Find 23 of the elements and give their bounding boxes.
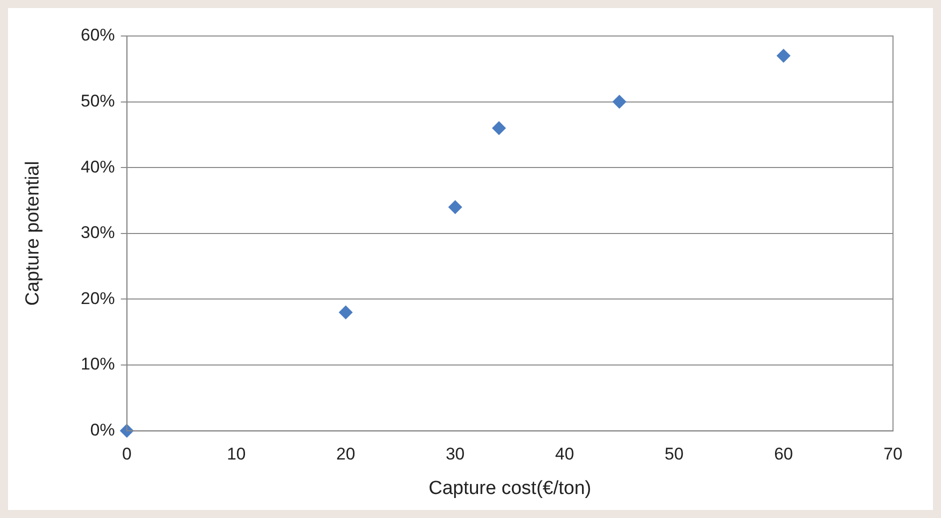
x-tick-label: 40 — [555, 444, 574, 464]
x-tick-label: 20 — [336, 444, 356, 464]
y-tick-label: 40% — [80, 157, 115, 176]
point — [120, 424, 134, 438]
y-tick-label: 50% — [80, 91, 115, 110]
y-tick-label: 20% — [80, 288, 115, 308]
x-tick-label: 0 — [122, 444, 132, 464]
x-tick-label: 30 — [446, 444, 465, 464]
point — [612, 94, 626, 109]
y-tick-label: 0% — [90, 420, 115, 440]
y-tick-label: 60% — [80, 26, 115, 45]
x-tick-label: 50 — [664, 444, 684, 464]
x-tick-label: 60 — [774, 444, 794, 464]
point — [776, 48, 791, 63]
y-axis-title: Capture potential — [22, 161, 44, 306]
point — [492, 121, 506, 136]
y-tick-label: 10% — [80, 354, 115, 374]
point — [448, 200, 462, 214]
x-axis-title: Capture cost(€/ton) — [428, 478, 592, 499]
point — [338, 305, 353, 320]
y-tick-label: 30% — [80, 223, 115, 242]
x-tick-label: 70 — [884, 444, 902, 464]
x-tick-label: 10 — [226, 444, 246, 464]
